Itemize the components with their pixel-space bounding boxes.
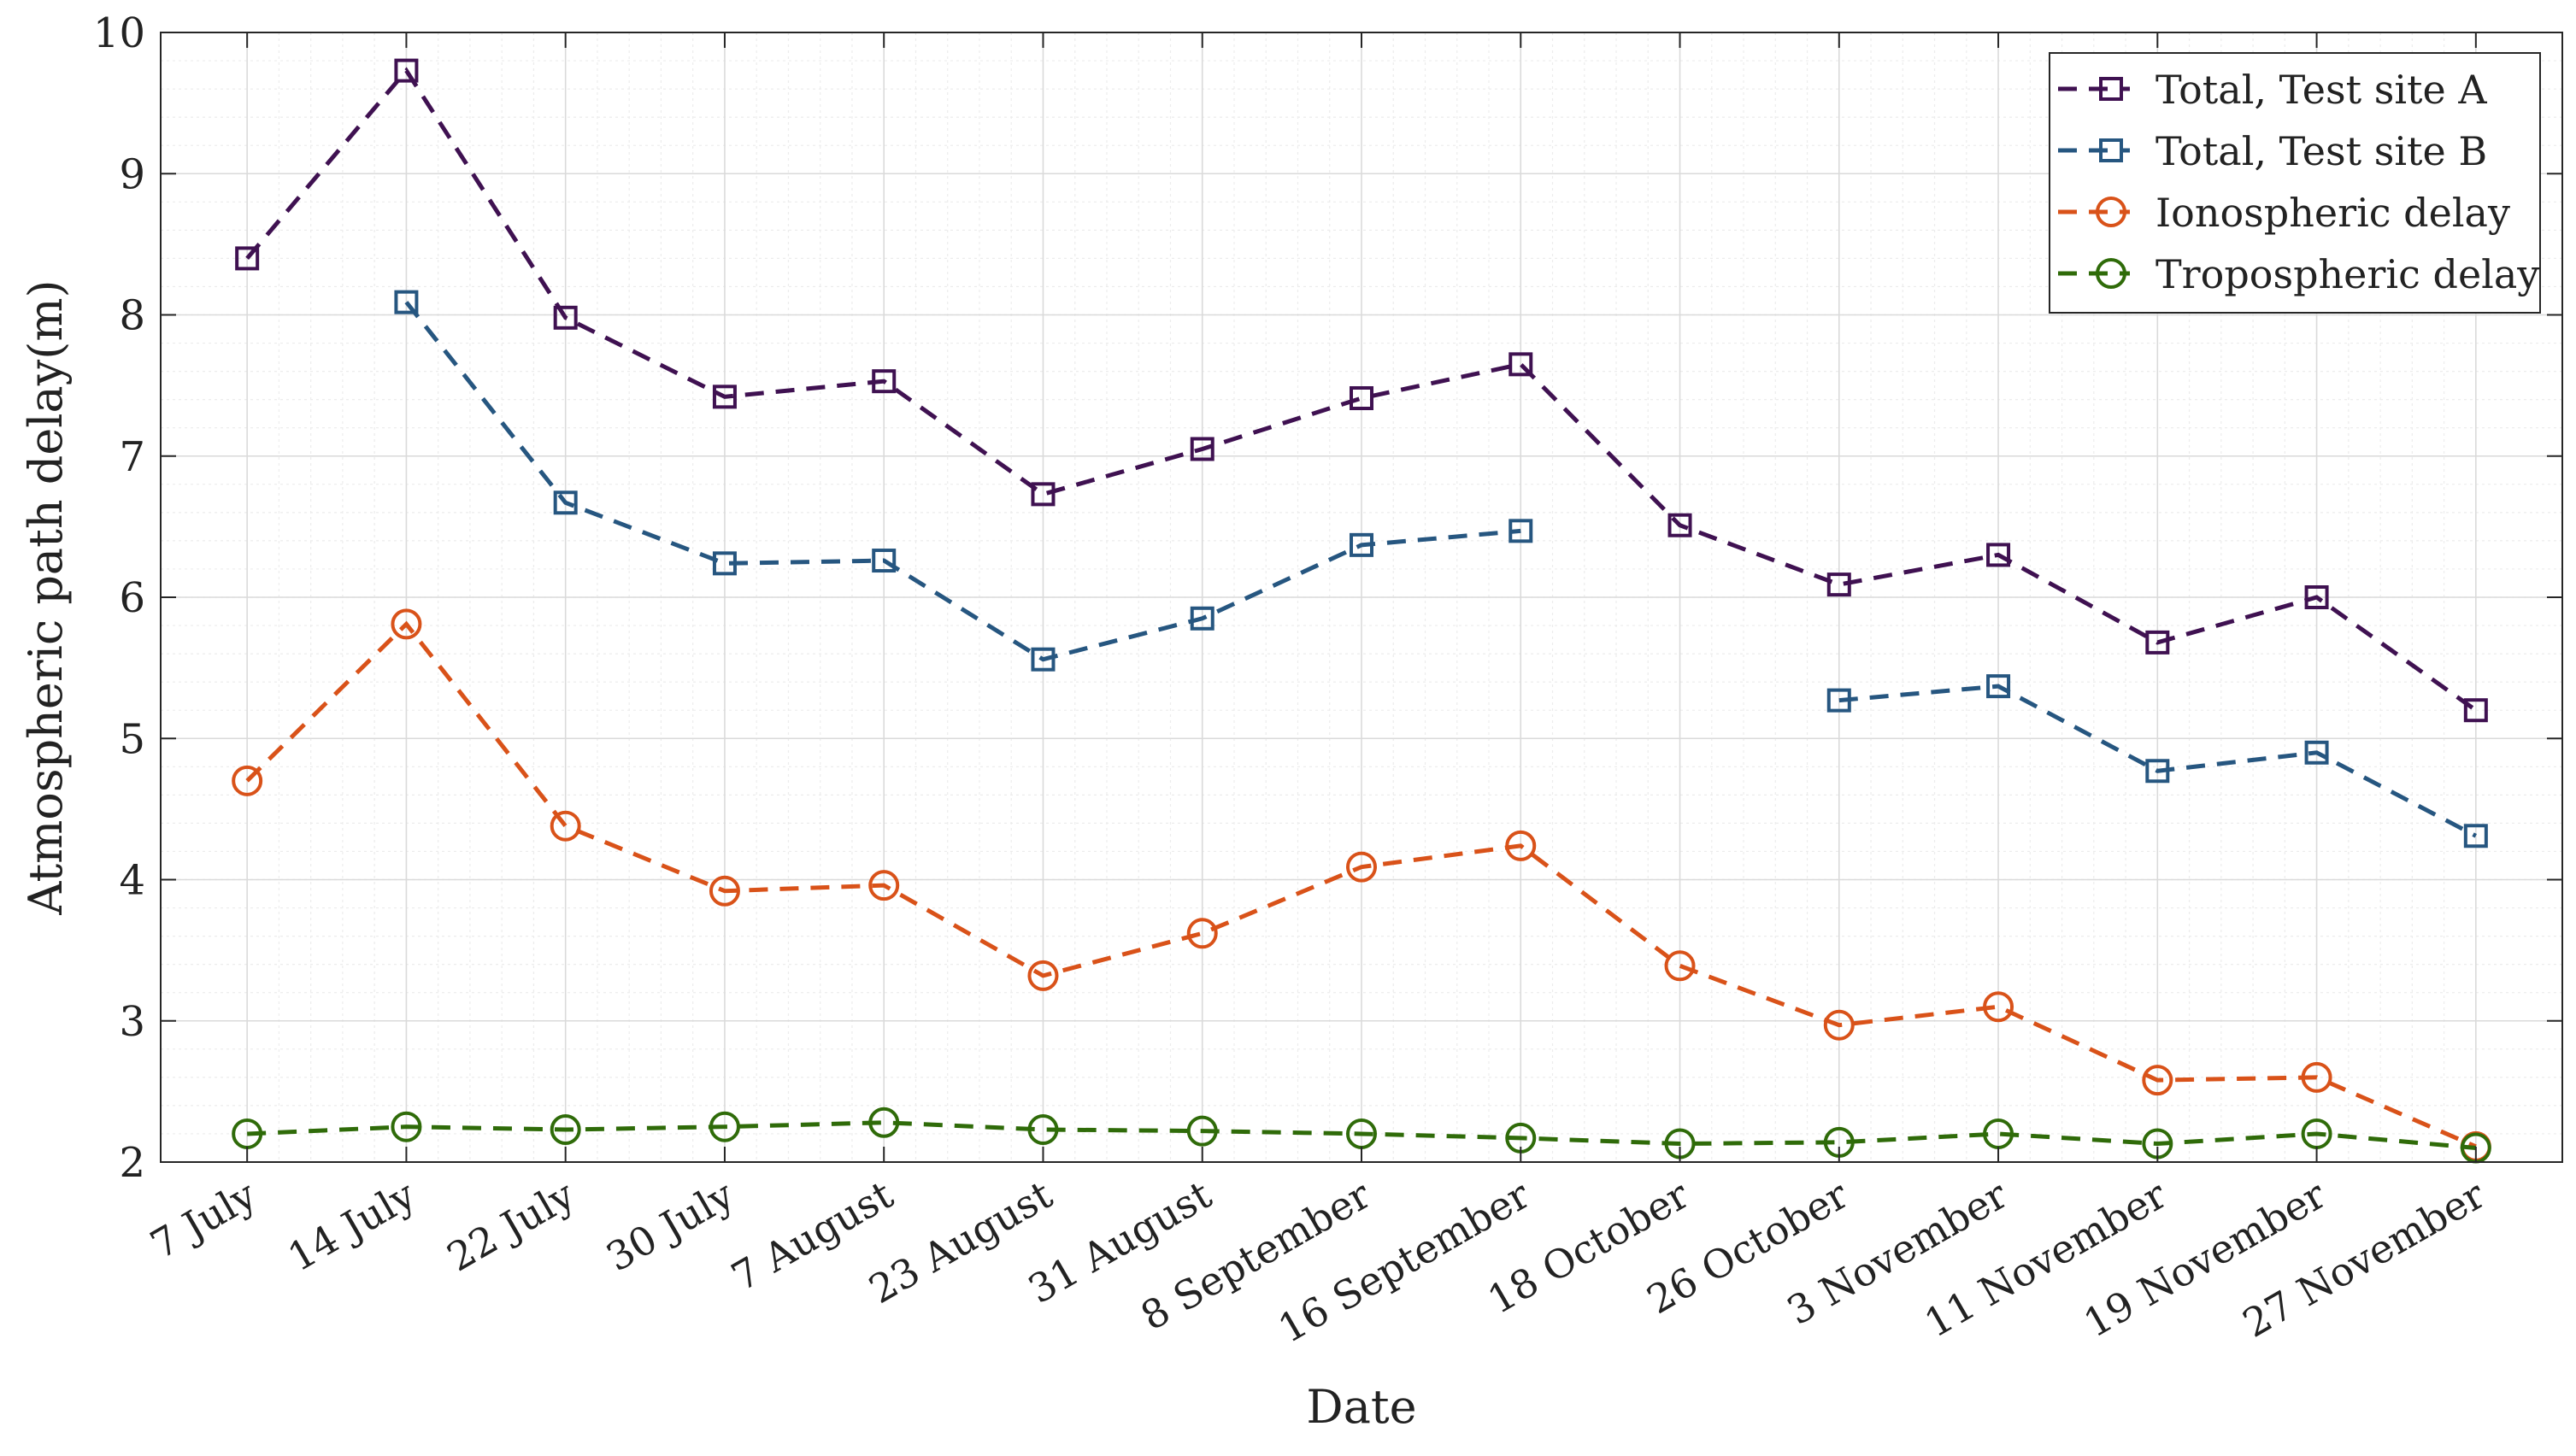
- x-axis-label: Date: [1306, 1380, 1416, 1434]
- legend-label: Total, Test site A: [2155, 67, 2487, 113]
- legend-box: [2049, 52, 2541, 314]
- data-point: [1190, 606, 1214, 631]
- data-point: [1986, 543, 2011, 567]
- data-point: [2301, 1061, 2332, 1093]
- data-point: [1983, 991, 2014, 1023]
- data-point: [1350, 532, 1373, 557]
- data-point: [2304, 585, 2329, 609]
- data-point: [1027, 960, 1059, 991]
- data-point: [2145, 630, 2170, 655]
- minor-grid: [161, 32, 2562, 1163]
- legend-marker: [2096, 258, 2126, 289]
- data-point: [1346, 851, 1377, 883]
- y-tick-label: 9: [119, 150, 145, 198]
- data-point: [550, 810, 581, 842]
- data-point: [1190, 437, 1214, 461]
- legend: Total, Test site A Total, Test site B Iono…: [2049, 52, 2541, 314]
- data-point: [1186, 1115, 1218, 1147]
- legend-label: Total, Test site B: [2155, 128, 2487, 174]
- data-point: [1186, 918, 1218, 949]
- data-point: [709, 875, 740, 907]
- data-point: [1505, 830, 1537, 861]
- data-point: [2463, 698, 2488, 723]
- y-tick-label: 2: [119, 1139, 145, 1187]
- data-point: [553, 490, 578, 515]
- series-layer: [232, 58, 2491, 1164]
- series-line: [404, 301, 1521, 662]
- legend-entry: Total, Test site B: [2058, 128, 2487, 174]
- data-point: [1667, 513, 1692, 537]
- data-point: [1509, 352, 1533, 377]
- data-point: [1031, 482, 1056, 507]
- series-line: [247, 1120, 2477, 1150]
- data-point: [872, 549, 897, 573]
- legend-marker: [2099, 138, 2123, 162]
- data-point: [2142, 1065, 2173, 1096]
- legend-entry: Total, Test site A: [2058, 67, 2487, 113]
- data-point: [872, 369, 897, 394]
- data-point: [2304, 740, 2329, 765]
- y-tick-label: 5: [119, 715, 145, 763]
- y-tick-labels: 2 3 4 5 6 7 8 9 10: [93, 9, 145, 1187]
- data-point: [709, 1111, 740, 1142]
- data-point: [1826, 688, 1851, 713]
- y-tick-label: 7: [119, 433, 145, 481]
- legend-label: Ionospheric delay: [2155, 190, 2510, 236]
- data-point: [1027, 1113, 1059, 1145]
- y-tick-label: 10: [93, 9, 145, 57]
- data-point: [391, 608, 422, 640]
- legend-marker: [2096, 197, 2126, 227]
- data-point: [232, 765, 263, 796]
- data-point: [1509, 519, 1533, 543]
- data-point: [391, 1111, 422, 1142]
- data-point: [550, 1113, 581, 1145]
- legend-entry: Tropospheric delay: [2058, 251, 2539, 297]
- data-point: [235, 246, 260, 271]
- data-point: [712, 551, 737, 576]
- data-point: [394, 290, 419, 314]
- data-point: [1986, 674, 2011, 699]
- y-tick-label: 8: [119, 292, 145, 340]
- data-point: [1823, 1009, 1855, 1041]
- series-line: [245, 620, 2477, 1149]
- data-point: [553, 305, 578, 330]
- y-tick-label: 3: [119, 998, 145, 1046]
- data-point: [868, 870, 900, 901]
- data-point: [1664, 950, 1696, 982]
- series-line: [245, 67, 2478, 713]
- y-axis-label: Atmospheric path delay(m): [19, 279, 73, 915]
- legend-entry: Ionospheric delay: [2058, 190, 2510, 236]
- y-tick-label: 4: [119, 857, 145, 905]
- data-point: [2145, 759, 2170, 784]
- data-point: [2463, 824, 2488, 848]
- legend-marker: [2099, 77, 2123, 101]
- y-tick-label: 6: [119, 574, 145, 622]
- data-point: [1826, 572, 1851, 597]
- series-0: [235, 58, 2488, 723]
- series-1: [394, 290, 2488, 848]
- data-point: [394, 58, 419, 83]
- series-line: [1838, 684, 2477, 838]
- data-point: [868, 1107, 900, 1138]
- data-point: [712, 385, 737, 409]
- data-point: [1031, 647, 1056, 672]
- axis-ticks: [161, 32, 2562, 1163]
- legend-label: Tropospheric delay: [2155, 251, 2539, 297]
- data-point: [1350, 385, 1373, 410]
